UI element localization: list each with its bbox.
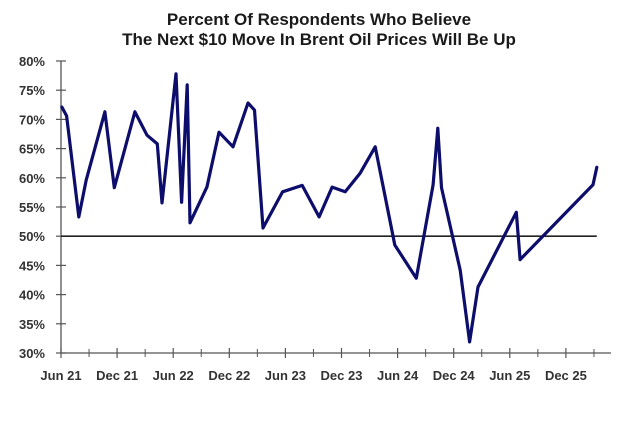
x-axis: Jun 21 Dec 21 Jun 22 Dec 22 Jun 23 Dec 23 Jun …	[40, 348, 611, 383]
y-tick-label: 30%	[19, 346, 45, 361]
y-tick-label: 40%	[19, 288, 45, 303]
x-tick-label: Jun 21	[40, 368, 81, 383]
series-group	[60, 72, 599, 344]
x-tick-label: Jun 25	[489, 368, 530, 383]
chart-title-line-1: Percent Of Respondents Who Believe	[166, 10, 472, 29]
series-line	[60, 72, 599, 344]
x-tick-label: Dec 22	[208, 368, 250, 383]
y-axis: 80% 75% 70% 65% 60% 55% 50% 45% 40% 35% 30%	[19, 54, 66, 361]
y-tick-label: 65%	[19, 142, 45, 157]
x-tick-label: Dec 21	[96, 368, 138, 383]
y-tick-label: 60%	[19, 171, 45, 186]
x-tick-label: Dec 25	[545, 368, 587, 383]
chart-title: Percent Of Respondents Who Believe The N…	[0, 10, 638, 50]
y-tick-label: 70%	[19, 112, 45, 127]
y-tick-label: 35%	[19, 317, 45, 332]
x-tick-label: Jun 24	[377, 368, 419, 383]
y-tick-label: 80%	[19, 54, 45, 69]
y-tick-label: 55%	[19, 200, 45, 215]
y-tick-label: 50%	[19, 229, 45, 244]
chart-title-line-2: The Next $10 Move In Brent Oil Prices Wi…	[122, 30, 516, 49]
x-tick-label: Jun 23	[265, 368, 306, 383]
y-tick-label: 75%	[19, 83, 45, 98]
x-tick-label: Dec 23	[321, 368, 363, 383]
x-tick-label: Dec 24	[433, 368, 476, 383]
y-tick-label: 45%	[19, 258, 45, 273]
x-tick-label: Jun 22	[153, 368, 194, 383]
